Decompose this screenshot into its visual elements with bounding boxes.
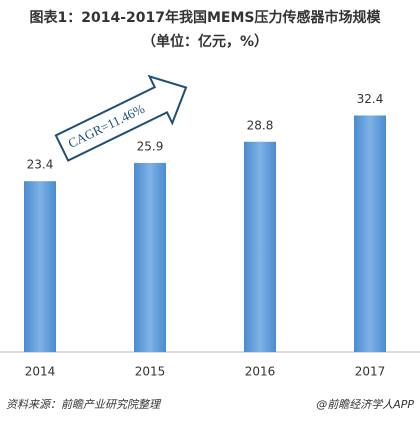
x-tick-label: 2015 (135, 365, 166, 379)
arrow-shape (54, 74, 188, 162)
x-tick-label: 2016 (245, 365, 276, 379)
bar (134, 162, 166, 352)
value-label: 28.8 (247, 118, 274, 132)
value-label: 23.4 (27, 158, 54, 172)
credit: @前瞻经济学人APP (316, 398, 414, 411)
bar (354, 115, 386, 352)
x-tick-label: 2014 (25, 365, 56, 379)
chart-subtitle: （单位：亿元，%） (142, 33, 268, 50)
chart-title: 图表1：2014-2017年我国MEMS压力传感器市场规模 (30, 9, 382, 26)
bar (24, 181, 56, 352)
cagr-arrow: CAGR=11.46% (54, 74, 188, 162)
value-label: 25.9 (137, 139, 164, 153)
value-label: 32.4 (357, 92, 384, 106)
x-tick-label: 2017 (355, 365, 386, 379)
bar (244, 141, 276, 352)
source: 资料来源：前瞻产业研究院整理 (6, 398, 162, 411)
